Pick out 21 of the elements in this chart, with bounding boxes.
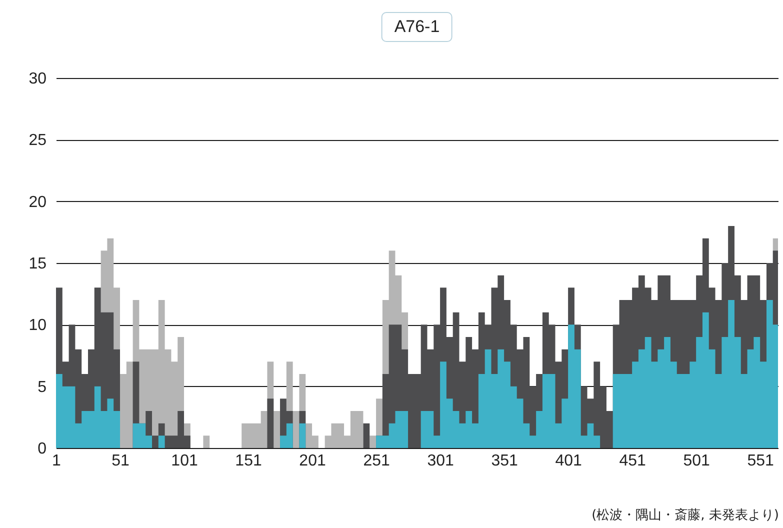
y-tick-label: 0 [38, 440, 47, 458]
x-tick-label: 151 [235, 452, 262, 470]
x-tick-label: 251 [363, 452, 390, 470]
x-tick-label: 1 [52, 452, 62, 470]
x-tick-label: 401 [555, 452, 582, 470]
x-tick-label: 551 [747, 452, 774, 470]
x-tick-label: 451 [619, 452, 646, 470]
x-tick-label: 301 [427, 452, 454, 470]
y-tick-label: 10 [28, 317, 47, 334]
x-tick-label: 101 [171, 452, 198, 470]
x-tick-label: 351 [491, 452, 518, 470]
x-tick-label: 201 [299, 452, 326, 470]
y-tick-label: 5 [38, 378, 47, 396]
y-tick-label: 20 [28, 194, 47, 211]
y-tick-label: 25 [28, 132, 47, 150]
y-tick-label: 30 [28, 70, 47, 88]
y-tick-label: 15 [28, 256, 47, 272]
x-tick-label: 501 [683, 452, 710, 470]
x-tick-label: 51 [112, 452, 130, 470]
text: (松波・隅山・斎藤, 未発表より) [592, 507, 779, 524]
chart-title: A76-1 [381, 12, 453, 42]
